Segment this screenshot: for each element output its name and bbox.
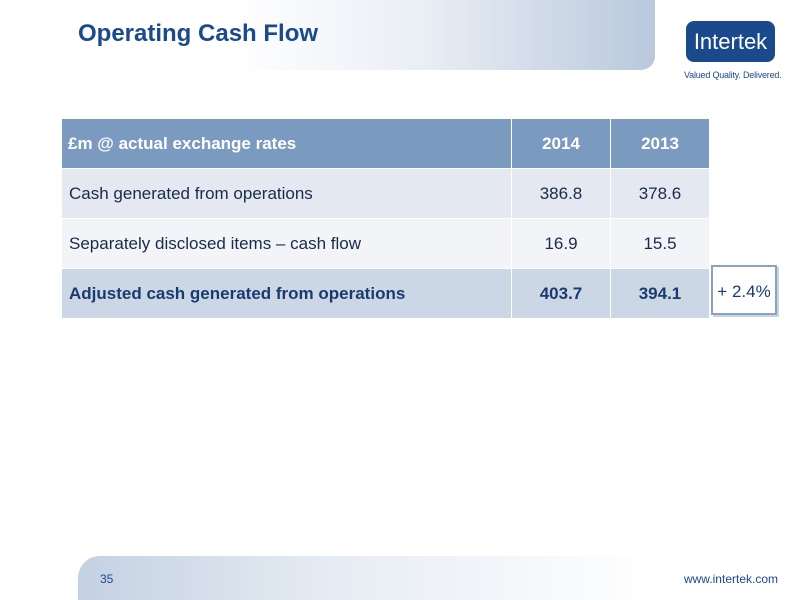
row-label: Separately disclosed items – cash flow [61,218,512,269]
value-2013: 394.1 [610,268,710,319]
page-title: Operating Cash Flow [78,20,319,47]
footer-band [78,556,800,600]
table-row-total: Adjusted cash generated from operations … [61,268,710,319]
website-link[interactable]: www.intertek.com [683,572,778,586]
page-number: 35 [100,572,114,586]
title-band [0,0,655,70]
value-2014: 403.7 [511,268,611,319]
cash-flow-table: £m @ actual exchange rates 2014 2013 Cas… [61,118,710,319]
value-2014: 386.8 [511,168,611,219]
growth-callout: + 2.4% [711,265,777,315]
table-row: Separately disclosed items – cash flow 1… [61,218,710,269]
value-2014: 16.9 [511,218,611,269]
table-row: Cash generated from operations 386.8 378… [61,168,710,219]
value-2013: 15.5 [610,218,710,269]
row-label: Cash generated from operations [61,168,512,219]
column-header-measure: £m @ actual exchange rates [61,118,512,169]
column-header-2014: 2014 [511,118,611,169]
column-header-2013: 2013 [610,118,710,169]
intertek-logo: Intertek [686,21,775,62]
value-2013: 378.6 [610,168,710,219]
table-header-row: £m @ actual exchange rates 2014 2013 [61,118,710,169]
logo-tagline: Valued Quality. Delivered. [684,70,782,80]
row-label: Adjusted cash generated from operations [61,268,512,319]
